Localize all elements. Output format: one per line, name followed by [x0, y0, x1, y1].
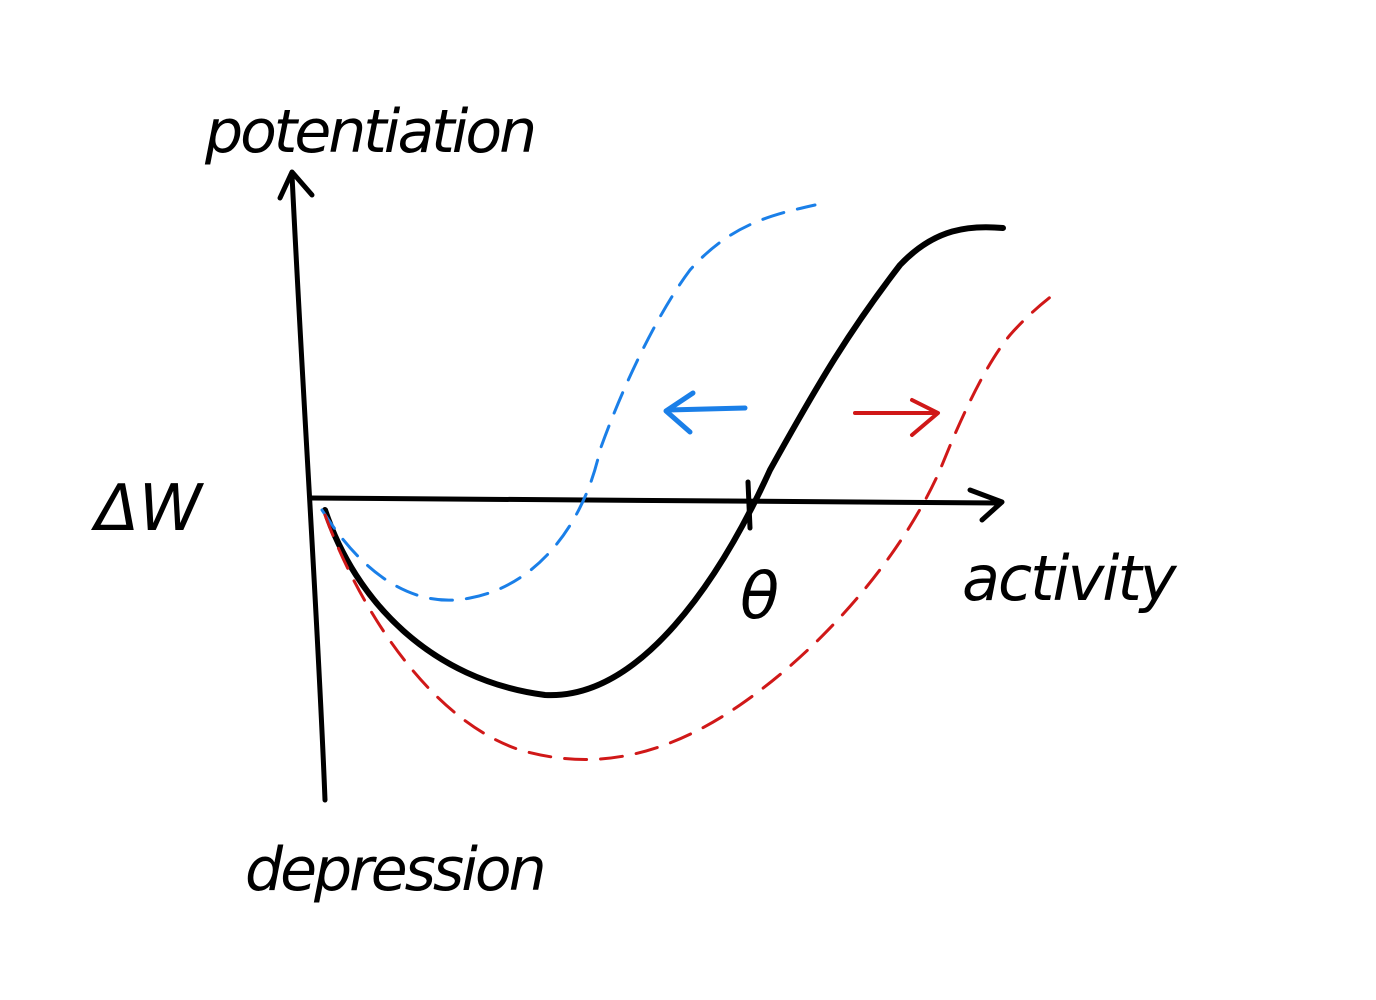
blue-shifted-curve	[320, 203, 817, 602]
potentiation-label: potentiation	[204, 97, 534, 167]
red-shifted-curve	[323, 293, 1055, 762]
depression-label: depression	[245, 835, 544, 905]
y-axis	[289, 172, 328, 803]
blue-left-arrow-shaft	[665, 405, 748, 413]
x-axis	[307, 495, 1003, 506]
y-axis-arrowhead	[277, 169, 315, 201]
red-right-arrowhead	[910, 398, 940, 437]
blue-left-arrowhead	[663, 390, 696, 435]
threshold-tick	[745, 479, 753, 531]
activity-label: activity	[962, 542, 1178, 615]
plasticity-curve	[322, 224, 1006, 699]
delta-w-label: ΔW	[90, 472, 205, 546]
theta-label: θ	[740, 560, 779, 634]
x-axis-arrowhead	[967, 487, 1005, 523]
